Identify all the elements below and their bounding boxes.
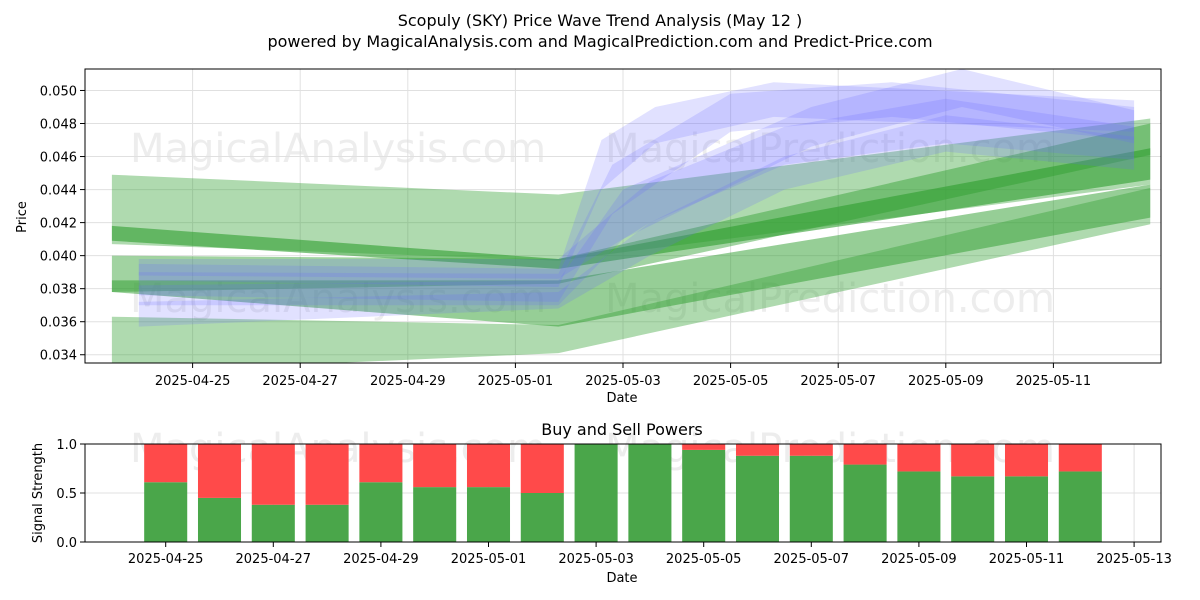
buy-bar bbox=[789, 455, 833, 542]
signal-xtick-label: 2025-05-11 bbox=[989, 552, 1065, 567]
price-xtick-label: 2025-04-27 bbox=[262, 374, 338, 389]
sell-bar bbox=[197, 444, 242, 498]
price-xtick-label: 2025-05-09 bbox=[908, 374, 984, 389]
price-ytick-label: 0.048 bbox=[40, 118, 77, 133]
buy-bar bbox=[897, 471, 941, 542]
blue-wave-band bbox=[138, 69, 1135, 306]
signal-ylabel: Signal Strength bbox=[31, 443, 46, 543]
blue-wave-band bbox=[138, 82, 1135, 302]
price-ytick-label: 0.038 bbox=[40, 283, 77, 298]
sell-bar bbox=[897, 444, 941, 472]
buy-bar bbox=[466, 487, 511, 542]
green-trend-band bbox=[111, 118, 1151, 261]
watermark-2: MagicalPrediction.com bbox=[605, 126, 1055, 172]
sell-bar bbox=[251, 444, 295, 505]
buy-bar bbox=[735, 455, 780, 542]
price-ytick-label: 0.036 bbox=[40, 316, 77, 331]
signal-xtick-label: 2025-04-29 bbox=[343, 552, 419, 567]
signal-ytick-label: 0.0 bbox=[56, 536, 77, 551]
price-xtick-label: 2025-05-01 bbox=[478, 374, 554, 389]
price-ytick-label: 0.042 bbox=[40, 217, 77, 232]
sell-bar bbox=[1058, 444, 1102, 472]
price-xtick-label: 2025-05-07 bbox=[800, 374, 876, 389]
price-xtick-label: 2025-04-25 bbox=[155, 374, 231, 389]
signal-xtick-label: 2025-05-05 bbox=[666, 552, 742, 567]
sell-bar bbox=[144, 444, 188, 483]
signal-title: Buy and Sell Powers bbox=[541, 420, 703, 439]
signal-xtick-label: 2025-04-27 bbox=[236, 552, 312, 567]
signal-xtick-label: 2025-05-13 bbox=[1096, 552, 1172, 567]
buy-bar bbox=[574, 444, 618, 542]
price-xtick-label: 2025-04-29 bbox=[370, 374, 446, 389]
green-trend-band bbox=[111, 148, 1151, 269]
signal-xtick-label: 2025-04-25 bbox=[128, 552, 204, 567]
buy-bar bbox=[251, 504, 295, 542]
buy-bar bbox=[951, 476, 995, 542]
signal-xtick-label: 2025-05-01 bbox=[451, 552, 527, 567]
sell-bar bbox=[466, 444, 511, 488]
price-bands bbox=[111, 69, 1151, 363]
price-axes: 2025-04-25 2025-04-27 2025-04-29 2025-05-01… bbox=[40, 68, 1162, 389]
buy-bar bbox=[197, 497, 242, 542]
price-xlabel: Date bbox=[606, 391, 637, 406]
sell-bar bbox=[951, 444, 995, 477]
price-xtick-label: 2025-05-03 bbox=[585, 374, 661, 389]
signal-ytick-label: 1.0 bbox=[56, 438, 77, 453]
price-ylabel: Price bbox=[15, 201, 30, 233]
sell-bar bbox=[305, 444, 349, 505]
sell-bar bbox=[413, 444, 457, 488]
chart-subtitle: powered by MagicalAnalysis.com and Magic… bbox=[267, 32, 932, 51]
signal-bars bbox=[144, 444, 1102, 542]
buy-bar bbox=[1058, 471, 1102, 542]
green-trend-band bbox=[111, 184, 1151, 327]
signal-xtick-label: 2025-05-03 bbox=[558, 552, 634, 567]
buy-bar bbox=[413, 487, 457, 542]
price-ytick-label: 0.046 bbox=[40, 151, 77, 166]
buy-bar bbox=[1004, 476, 1049, 542]
buy-bar bbox=[305, 504, 349, 542]
signal-ytick-label: 0.5 bbox=[56, 487, 77, 502]
buy-bar bbox=[359, 482, 403, 542]
buy-bar bbox=[520, 493, 564, 542]
green-trend-band bbox=[111, 123, 1151, 292]
price-ytick-label: 0.034 bbox=[40, 349, 77, 364]
price-xtick-label: 2025-05-11 bbox=[1016, 374, 1092, 389]
sell-bar bbox=[682, 444, 726, 450]
price-ytick-label: 0.050 bbox=[40, 84, 77, 99]
buy-bar bbox=[628, 444, 672, 542]
sell-bar bbox=[735, 444, 780, 456]
sell-bar bbox=[843, 444, 887, 465]
price-ytick-label: 0.044 bbox=[40, 184, 77, 199]
blue-wave-band bbox=[138, 82, 1135, 288]
chart-title: Scopuly (SKY) Price Wave Trend Analysis … bbox=[398, 11, 803, 30]
signal-axes: 2025-04-25 2025-04-27 2025-04-29 2025-05-01… bbox=[56, 438, 1172, 567]
price-xtick-label: 2025-05-05 bbox=[693, 374, 769, 389]
blue-wave-band bbox=[138, 98, 1135, 279]
sell-bar bbox=[359, 444, 403, 483]
signal-xtick-label: 2025-05-07 bbox=[774, 552, 850, 567]
price-ytick-label: 0.040 bbox=[40, 250, 77, 265]
blue-wave-band bbox=[138, 115, 1135, 327]
sell-bar bbox=[1004, 444, 1049, 477]
buy-bar bbox=[843, 464, 887, 542]
buy-bar bbox=[144, 482, 188, 542]
sell-bar bbox=[789, 444, 833, 456]
sell-bar bbox=[520, 444, 564, 493]
watermark-1: MagicalAnalysis.com bbox=[130, 126, 546, 172]
green-trend-band bbox=[111, 187, 1151, 363]
signal-xtick-label: 2025-05-09 bbox=[881, 552, 957, 567]
signal-xlabel: Date bbox=[606, 571, 637, 586]
buy-bar bbox=[682, 449, 726, 542]
